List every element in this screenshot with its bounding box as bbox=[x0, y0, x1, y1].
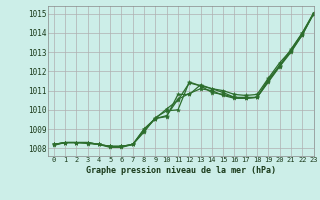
X-axis label: Graphe pression niveau de la mer (hPa): Graphe pression niveau de la mer (hPa) bbox=[86, 166, 276, 175]
